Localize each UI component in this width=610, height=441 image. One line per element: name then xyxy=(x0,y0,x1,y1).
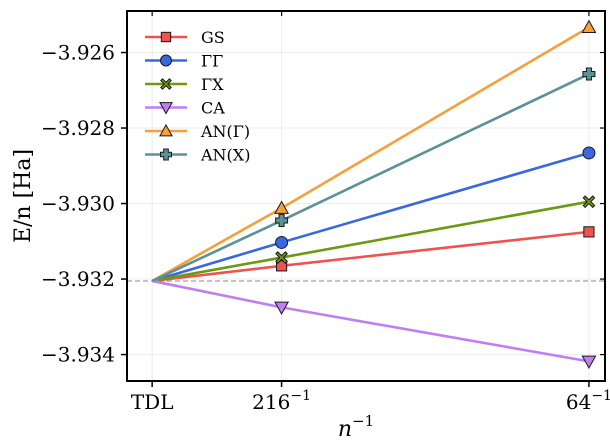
x-axis-title: n−1 xyxy=(338,412,374,441)
data-point-marker xyxy=(275,251,288,264)
y-tick-label: −3.930 xyxy=(41,192,115,216)
data-point-marker xyxy=(583,226,595,238)
legend: GS ΓΓ ΓX CA AN(Γ) AN(X) xyxy=(145,28,250,165)
y-tick-label: −3.928 xyxy=(41,116,115,140)
series-line xyxy=(151,151,590,283)
legend-label: CA xyxy=(201,99,225,118)
data-point-marker xyxy=(274,301,290,316)
legend-marker xyxy=(159,102,173,115)
x-tick-label-exponent: −1 xyxy=(290,388,311,404)
legend-marker xyxy=(160,148,172,161)
legend-marker xyxy=(160,54,172,67)
grid xyxy=(127,11,605,381)
x-axis-title-base: n xyxy=(338,417,352,441)
x-tick-label-base: 64 xyxy=(566,390,591,414)
series-layer xyxy=(151,19,597,369)
legend-label: GS xyxy=(201,28,225,47)
data-point-marker xyxy=(274,200,290,214)
x-axis-title-exponent: −1 xyxy=(352,412,374,430)
x-tick-label: TDL xyxy=(131,390,174,414)
data-point-marker xyxy=(582,195,596,209)
axes: TDL 216−1 64−1−3.934−3.932−3.930−3.928−3.9… xyxy=(11,10,610,441)
legend-label: ΓX xyxy=(201,75,224,94)
x-tick-label-base: TDL xyxy=(131,390,174,414)
x-tick-label-exponent: −1 xyxy=(591,388,610,404)
x-tick-label: 216−1 xyxy=(252,388,311,414)
plot-frame xyxy=(126,10,606,382)
legend-marker xyxy=(159,123,173,137)
data-point-marker xyxy=(582,146,596,160)
legend-label: AN(Γ) xyxy=(200,122,250,141)
legend-marker xyxy=(160,31,172,43)
x-tick-label-base: 216 xyxy=(252,390,290,414)
series-line xyxy=(151,200,590,283)
data-point-marker xyxy=(581,355,597,369)
data-point-marker xyxy=(275,260,288,272)
y-tick-label: −3.926 xyxy=(41,41,115,65)
x-tick-label: 64−1 xyxy=(566,388,610,414)
legend-label: ΓΓ xyxy=(201,52,223,71)
legend-label: AN(X) xyxy=(200,146,250,165)
series-line xyxy=(151,279,590,363)
data-point-marker xyxy=(581,19,597,34)
y-tick-label: −3.932 xyxy=(41,267,115,291)
data-point-marker xyxy=(275,214,289,228)
data-point-marker xyxy=(582,67,596,81)
data-point-marker xyxy=(275,235,289,249)
y-axis-title: E/n [Ha] xyxy=(11,149,36,243)
series-line xyxy=(152,230,590,283)
legend-marker xyxy=(160,78,172,90)
y-tick-label: −3.934 xyxy=(41,343,115,367)
